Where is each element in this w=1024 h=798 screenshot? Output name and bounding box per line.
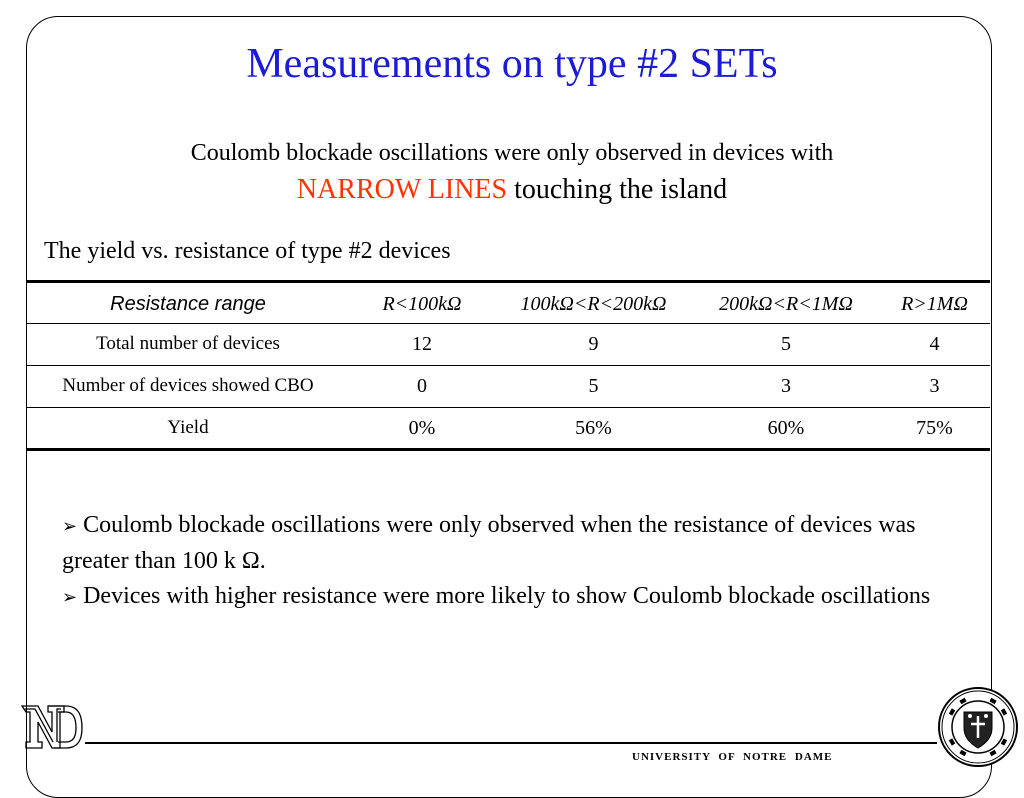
header-resistance-range: Resistance range	[26, 280, 350, 324]
bullet-item: ➢ Devices with higher resistance were mor…	[62, 579, 962, 615]
arrow-bullet-icon: ➢	[62, 516, 78, 537]
table-row: Number of devices showed CBO 0 5 3 3	[26, 365, 990, 408]
table-row: Total number of devices 12 9 5 4	[26, 323, 990, 366]
row-label: Yield	[26, 407, 350, 451]
header-col-2: 100kΩ<R<200kΩ	[494, 280, 693, 324]
table-cell: 75%	[879, 407, 990, 451]
slide-title: Measurements on type #2 SETs	[246, 41, 778, 87]
table-header-row: Resistance range R<100kΩ 100kΩ<R<200kΩ 2…	[26, 280, 990, 324]
bullet-text: Coulomb blockade oscillations were only …	[62, 512, 916, 574]
yield-table: Resistance range R<100kΩ 100kΩ<R<200kΩ 2…	[26, 280, 990, 451]
table-cell: 9	[494, 323, 693, 366]
narrow-lines-highlight: NARROW LINES	[296, 174, 508, 205]
table-cell: 0%	[350, 407, 494, 451]
arrow-bullet-icon: ➢	[62, 587, 78, 608]
table-cell: 3	[693, 365, 879, 408]
subtitle-line-1: Coulomb blockade oscillations were only …	[190, 140, 834, 166]
header-col-4: R>1MΩ	[879, 280, 990, 324]
table-cell: 12	[350, 323, 494, 366]
table-cell: 5	[693, 323, 879, 366]
table-caption: The yield vs. resistance of type #2 devi…	[44, 238, 451, 264]
table-cell: 4	[879, 323, 990, 366]
header-col-1: R<100kΩ	[350, 280, 494, 324]
bullet-item: ➢ Coulomb blockade oscillations were only…	[62, 508, 962, 579]
subtitle-line-2: NARROW LINES touching the island	[0, 174, 1024, 206]
notre-dame-nd-logo	[20, 705, 83, 749]
university-seal-icon	[938, 687, 1018, 767]
header-col-3: 200kΩ<R<1MΩ	[693, 280, 879, 324]
table-cell: 0	[350, 365, 494, 408]
table-cell: 3	[879, 365, 990, 408]
footer-rule	[85, 742, 937, 744]
row-label: Total number of devices	[26, 323, 350, 366]
table-cell: 60%	[693, 407, 879, 451]
subtitle-rest: touching the island	[507, 174, 728, 205]
bullet-list: ➢ Coulomb blockade oscillations were only…	[62, 508, 962, 615]
table-cell: 56%	[494, 407, 693, 451]
table-row: Yield 0% 56% 60% 75%	[26, 407, 990, 451]
university-name: UNIVERSITY OF NOTRE DAME	[632, 751, 833, 763]
bullet-text: Devices with higher resistance were more…	[83, 583, 931, 609]
row-label: Number of devices showed CBO	[26, 365, 350, 408]
table-cell: 5	[494, 365, 693, 408]
